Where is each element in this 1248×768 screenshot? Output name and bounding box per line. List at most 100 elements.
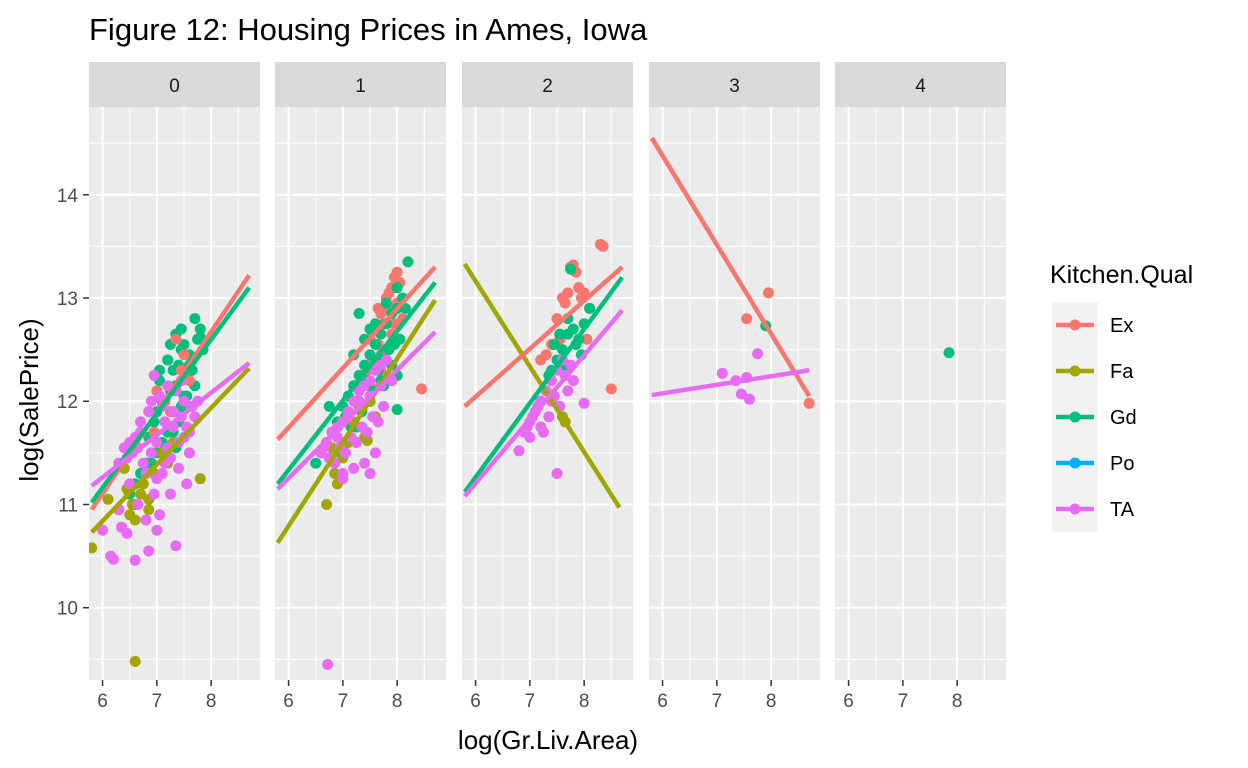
y-tick-label: 13 — [57, 289, 78, 310]
facet-panel-0: 0 6 7 8 — [89, 62, 260, 712]
fit-line-ta — [651, 368, 810, 398]
legend-key-point — [1069, 411, 1081, 423]
panel-marks — [649, 136, 815, 409]
facet-strip-label: 0 — [169, 76, 180, 97]
facet-strip — [275, 62, 446, 107]
data-point-ta — [143, 406, 155, 418]
data-point-ta — [154, 509, 166, 521]
data-point-ta — [359, 457, 371, 469]
data-point-ex — [391, 266, 403, 278]
data-point-ta — [578, 397, 590, 409]
facet-strip-label: 2 — [542, 76, 553, 97]
data-point-ta — [337, 473, 349, 485]
data-point-fa — [361, 434, 373, 446]
data-point-fa — [129, 514, 141, 526]
data-point-gd — [391, 404, 403, 416]
legend-key-point — [1069, 457, 1081, 469]
data-point-gd — [584, 302, 596, 314]
fit-line-gd — [275, 281, 437, 486]
data-point-gd — [548, 338, 560, 350]
data-point-gd — [943, 347, 955, 359]
fit-line-ta — [90, 361, 251, 488]
data-point-ta — [562, 385, 574, 397]
data-point-fa — [321, 498, 333, 510]
facet-panel-2: 2 6 7 8 — [462, 62, 633, 712]
y-tick-label: 12 — [57, 392, 78, 413]
data-point-ta — [524, 431, 536, 443]
fit-line-ex — [463, 265, 624, 409]
x-tick-label: 8 — [206, 691, 217, 712]
y-axis-title: log(SalePrice) — [14, 318, 44, 481]
data-point-ta — [513, 445, 525, 457]
legend-label: Po — [1110, 453, 1134, 475]
data-point-ta — [535, 421, 547, 433]
data-point-ex — [559, 297, 571, 309]
data-point-ta — [364, 468, 376, 480]
data-point-gd — [353, 307, 365, 319]
panel-background — [649, 107, 820, 680]
x-tick-label: 8 — [952, 691, 963, 712]
facet-strip — [89, 62, 260, 107]
data-point-gd — [380, 297, 392, 309]
fit-line-fa — [90, 366, 251, 534]
x-tick-label: 7 — [712, 691, 723, 712]
data-point-ex — [170, 333, 182, 345]
legend-item-po: Po — [1052, 440, 1134, 486]
data-point-ex — [605, 383, 617, 395]
data-point-fa — [143, 504, 155, 516]
data-point-ta — [116, 521, 128, 533]
legend-title: Kitchen.Qual — [1050, 261, 1193, 289]
facet-panels: 06 7 816 7 826 7 836 7 846 7 8 — [89, 62, 1006, 712]
fit-line-fa — [275, 298, 438, 544]
data-point-ta — [322, 659, 334, 671]
data-point-ta — [369, 447, 381, 459]
fit-line-ta — [462, 308, 624, 498]
data-point-ta — [145, 395, 157, 407]
x-tick-label: 8 — [579, 691, 590, 712]
legend-label: Gd — [1110, 407, 1137, 429]
data-point-fa — [135, 488, 147, 500]
data-point-fa — [329, 468, 341, 480]
data-point-gd — [194, 323, 206, 335]
legend-label: Ex — [1110, 315, 1133, 337]
data-point-ta — [743, 393, 755, 405]
data-point-gd — [554, 328, 566, 340]
x-tick-label: 7 — [152, 691, 163, 712]
data-point-ta — [151, 524, 163, 536]
x-tick-label: 6 — [283, 691, 294, 712]
data-point-gd — [162, 354, 174, 366]
panel-marks — [462, 238, 624, 509]
legend-label: Fa — [1110, 361, 1134, 383]
data-point-ta — [350, 437, 362, 449]
data-point-ex — [741, 313, 753, 325]
data-point-ex — [540, 349, 552, 361]
data-point-gd — [364, 349, 376, 361]
data-point-ta — [137, 457, 149, 469]
legend-item-ta: TA — [1052, 486, 1135, 532]
data-point-ta — [173, 462, 185, 474]
data-point-gd — [567, 323, 579, 335]
data-point-ta — [170, 540, 182, 552]
x-axis-title: log(Gr.Liv.Area) — [458, 725, 638, 755]
data-point-ta — [378, 400, 390, 412]
x-tick-label: 6 — [657, 691, 668, 712]
data-point-ta — [361, 426, 373, 438]
data-point-ta — [154, 390, 166, 402]
data-point-ta — [143, 545, 155, 557]
data-point-ta — [543, 411, 555, 423]
fit-line-gd — [462, 276, 624, 494]
data-point-ex — [562, 287, 574, 299]
x-tick-label: 6 — [97, 691, 108, 712]
data-point-ta — [183, 447, 195, 459]
data-point-ta — [372, 416, 384, 428]
data-point-ex — [388, 318, 400, 330]
legend-key-point — [1069, 319, 1081, 331]
x-tick-label: 7 — [338, 691, 349, 712]
panel-marks — [275, 256, 438, 671]
facet-strip-label: 1 — [355, 76, 366, 97]
data-point-ta — [181, 478, 193, 490]
y-axis: 10 11 12 13 14 — [57, 186, 89, 620]
legend-item-ex: Ex — [1052, 302, 1133, 348]
data-point-ta — [167, 406, 179, 418]
facet-strip — [835, 62, 1006, 107]
